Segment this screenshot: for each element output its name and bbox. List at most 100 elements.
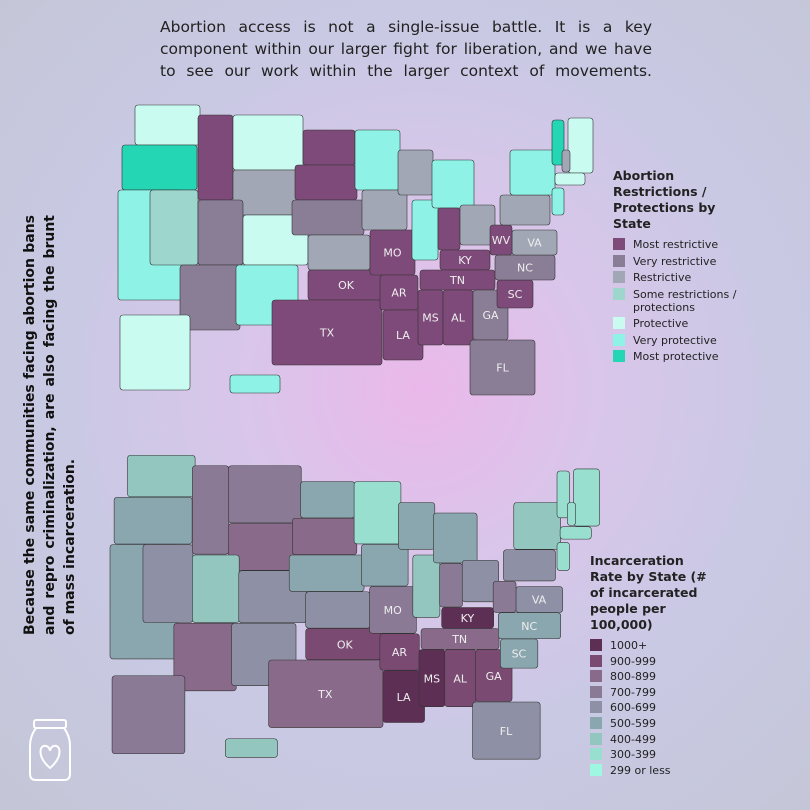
state: [354, 129, 401, 191]
legend-swatch: [590, 701, 602, 714]
legend-item: 800-899: [590, 670, 710, 683]
state-label: KY: [458, 254, 472, 267]
legend-swatch: [613, 317, 625, 329]
state-label: VA: [527, 237, 542, 250]
state-label: FL: [496, 362, 509, 375]
state: [412, 554, 441, 618]
state-label: GA: [486, 670, 503, 683]
state-label: KY: [461, 612, 475, 625]
legend-item: 299 or less: [590, 763, 710, 777]
state: [559, 526, 592, 540]
state: [489, 224, 513, 256]
state: [149, 189, 199, 266]
legend-item: 1000+: [590, 639, 710, 652]
legend-label: 700-799: [610, 685, 656, 699]
state: [437, 207, 461, 251]
legend-swatch: [590, 685, 602, 698]
state: [142, 544, 194, 623]
state-label: SC: [512, 648, 527, 661]
state: [294, 164, 358, 201]
state: [492, 580, 517, 613]
state: [288, 554, 365, 592]
state: [431, 159, 475, 209]
state-label: SC: [508, 288, 523, 301]
legend-swatch: [590, 639, 602, 651]
legend-item: 600-699: [590, 701, 710, 714]
legend-label: 300-399: [610, 748, 656, 762]
state: [302, 129, 356, 166]
state: [513, 502, 561, 550]
legend-label: Restrictive: [633, 271, 692, 284]
legend-swatch: [613, 333, 625, 346]
legend-label: 299 or less: [610, 763, 671, 777]
state: [397, 149, 434, 196]
state: [573, 468, 600, 527]
state-label: FL: [500, 725, 513, 738]
state: [353, 481, 402, 545]
legend-item: 400-499: [590, 732, 710, 746]
state: [192, 554, 240, 623]
state: [469, 339, 536, 396]
state: [192, 465, 230, 555]
state: [561, 149, 571, 173]
legend-swatch: [590, 716, 602, 729]
legend-label: Very protective: [633, 333, 717, 347]
legend-swatch: [590, 763, 602, 776]
map: OK TX MO AR LA KY TN MS AL GA FL SC NC VA WV: [117, 104, 594, 396]
state: [300, 481, 355, 519]
state-label: AR: [391, 287, 407, 300]
state-label: TX: [319, 327, 335, 340]
legend-swatch: [590, 670, 602, 683]
legend-label: Very restrictive: [633, 254, 717, 268]
state: [111, 675, 186, 755]
state: [551, 119, 565, 166]
state: [291, 199, 365, 236]
state: [271, 299, 383, 366]
state-label: VA: [532, 594, 547, 607]
map: OK TX MO AR LA KY TN MS AL GA FL SC NC VA: [109, 454, 600, 760]
legend-label: 600-699: [610, 701, 656, 715]
legend-swatch: [590, 732, 602, 745]
state-label: WV: [492, 234, 511, 247]
state-label: OK: [338, 279, 355, 292]
legend-item: Most protective: [613, 350, 738, 363]
legend-item: Some restrictions / protections: [613, 287, 738, 314]
legend-swatch: [613, 238, 625, 250]
legend-item: Most restrictive: [613, 238, 738, 251]
state: [567, 502, 576, 526]
state: [305, 591, 371, 629]
state-label: MO: [383, 247, 401, 260]
state: [439, 563, 463, 608]
state-label: GA: [482, 309, 499, 322]
legend-item: Protective: [613, 317, 738, 330]
state: [228, 465, 302, 524]
state-label: AR: [392, 646, 408, 659]
state: [556, 470, 570, 519]
legend-label: Most protective: [633, 350, 719, 363]
state-label: TN: [449, 274, 465, 287]
legend-label: Protective: [633, 317, 689, 330]
state: [134, 104, 201, 146]
state: [556, 542, 570, 571]
state-label: LA: [397, 691, 411, 704]
state-label: MO: [384, 604, 402, 617]
legend-label: 500-599: [610, 716, 656, 730]
state: [197, 199, 244, 266]
jar-icon: [29, 719, 71, 781]
state: [398, 502, 436, 550]
state-label: MS: [424, 672, 440, 685]
state: [503, 549, 556, 582]
state-label: NC: [521, 620, 537, 633]
legend-item: Very protective: [613, 333, 738, 347]
state: [472, 701, 541, 760]
state: [554, 172, 586, 186]
state-label: TN: [451, 633, 467, 646]
state: [499, 194, 551, 226]
legend-swatch: [613, 254, 625, 267]
state: [411, 199, 439, 261]
state-label: AL: [453, 672, 468, 685]
state: [229, 374, 281, 394]
state: [127, 454, 196, 498]
